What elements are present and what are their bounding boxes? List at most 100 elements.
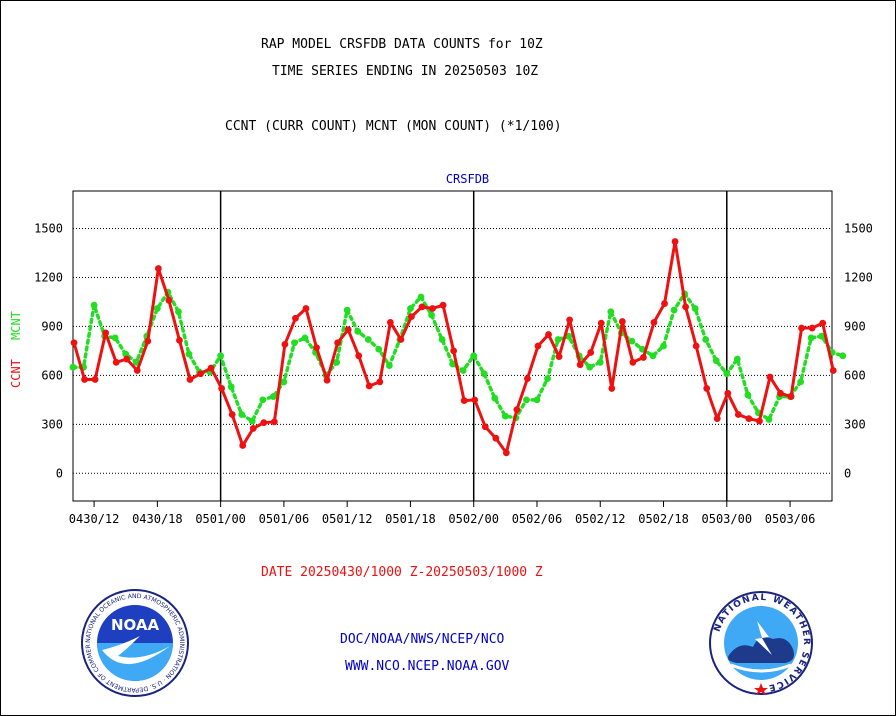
ccnt-point [808,324,816,332]
ccnt-point [524,375,531,383]
mcnt-point [354,327,362,335]
ccnt-point [397,336,405,343]
mcnt-point [364,336,372,343]
ccnt-point [102,329,110,337]
mcnt-point [649,352,657,360]
chart-title-line1: RAP MODEL CRSFDB DATA COUNTS for 10Z [261,37,543,52]
mcnt-point [723,370,731,378]
mcnt-point [544,375,551,383]
mcnt-point [449,360,457,368]
ccnt-point [777,389,784,397]
ccnt-point [249,424,257,432]
mcnt-point [333,358,341,366]
ccnt-point [597,319,605,327]
star-icon [754,683,768,695]
mcnt-point [438,336,446,343]
ccnt-point [756,417,763,425]
ccnt-point [302,305,310,312]
mcnt-point [733,355,741,363]
y-tick-label-right: 1500 [844,222,873,236]
mcnt-point [238,411,246,418]
mcnt-point [343,306,351,314]
org-path-link[interactable]: DOC/NOAA/NWS/NCEP/NCO [340,632,505,647]
y-tick-label-left: 600 [41,368,63,382]
mcnt-axis-label: MCNT [9,311,23,340]
mcnt-point [227,383,235,391]
y-tick-label-left: 300 [41,417,63,431]
ccnt-point [819,319,827,327]
ccnt-point [787,393,795,400]
mcnt-point [702,336,710,343]
x-tick-label: 0502/12 [575,512,626,526]
mcnt-point [269,393,277,400]
ccnt-point [344,326,352,334]
ccnt-point [323,376,331,384]
mcnt-point [744,391,752,399]
ccnt-point [313,344,320,352]
mcnt-point [628,337,636,345]
nws-logo: NATIONAL WEATHER SERVICE [709,591,813,695]
ccnt-point [197,370,204,378]
y-tick-label-right: 1200 [844,270,873,284]
mcnt-point [132,358,140,366]
mcnt-point [470,352,478,360]
mcnt-point [691,305,699,312]
ccnt-point [502,449,510,457]
ccnt-point [534,342,542,350]
mcnt-point [175,308,182,316]
mcnt-point [607,308,615,316]
x-tick-label: 0430/18 [132,512,183,526]
ccnt-point [640,354,647,361]
ccnt-point [154,265,162,272]
mcnt-point [280,378,288,386]
ccnt-point [798,324,806,332]
ccnt-point [144,337,152,345]
y-tick-label-right: 900 [844,319,866,333]
mcnt-point [459,367,467,374]
ccnt-point [218,385,226,392]
ccnt-point [123,355,131,363]
ccnt-point [70,339,78,347]
mcnt-point [217,352,225,360]
ccnt-point [292,314,299,322]
y-tick-label-left: 1500 [34,222,63,236]
ccnt-point [734,411,742,418]
ccnt-point [81,376,88,383]
x-tick-label: 0501/00 [195,512,246,526]
y-tick-label-right: 0 [844,466,851,480]
date-range-label: DATE 20250430/1000 Z-20250503/1000 Z [261,565,543,580]
ccnt-point [682,303,690,311]
mcnt-point [248,417,256,425]
ccnt-point [650,318,658,326]
ccnt-point [239,442,247,449]
plot-area [72,190,833,502]
mcnt-point [417,293,425,301]
mcnt-point [491,394,499,402]
ccnt-point [481,423,489,431]
mcnt-point [407,305,414,312]
ccnt-point [629,358,637,366]
ccnt-point [133,367,141,374]
ccnt-point [418,303,426,311]
y-tick-label-left: 900 [41,319,63,333]
x-tick-label: 0501/06 [259,512,310,526]
ccnt-point [355,352,363,360]
ccnt-point [555,353,563,361]
ccnt-point [608,385,616,392]
mcnt-point [554,336,562,343]
ccnt-point [91,376,99,383]
mcnt-point [596,358,604,366]
mcnt-point [533,396,541,404]
x-tick-label: 0503/00 [702,512,753,526]
mcnt-point [385,362,393,369]
mcnt-point [111,334,119,342]
mcnt-point [185,350,193,358]
website-link[interactable]: WWW.NCO.NCEP.NOAA.GOV [345,659,510,674]
mcnt-point [69,363,77,371]
ccnt-point [207,364,215,372]
ccnt-point [165,296,173,304]
ccnt-point [429,305,436,312]
y-tick-label-right: 600 [844,368,866,382]
ccnt-point [260,419,268,427]
mcnt-point [586,363,594,371]
